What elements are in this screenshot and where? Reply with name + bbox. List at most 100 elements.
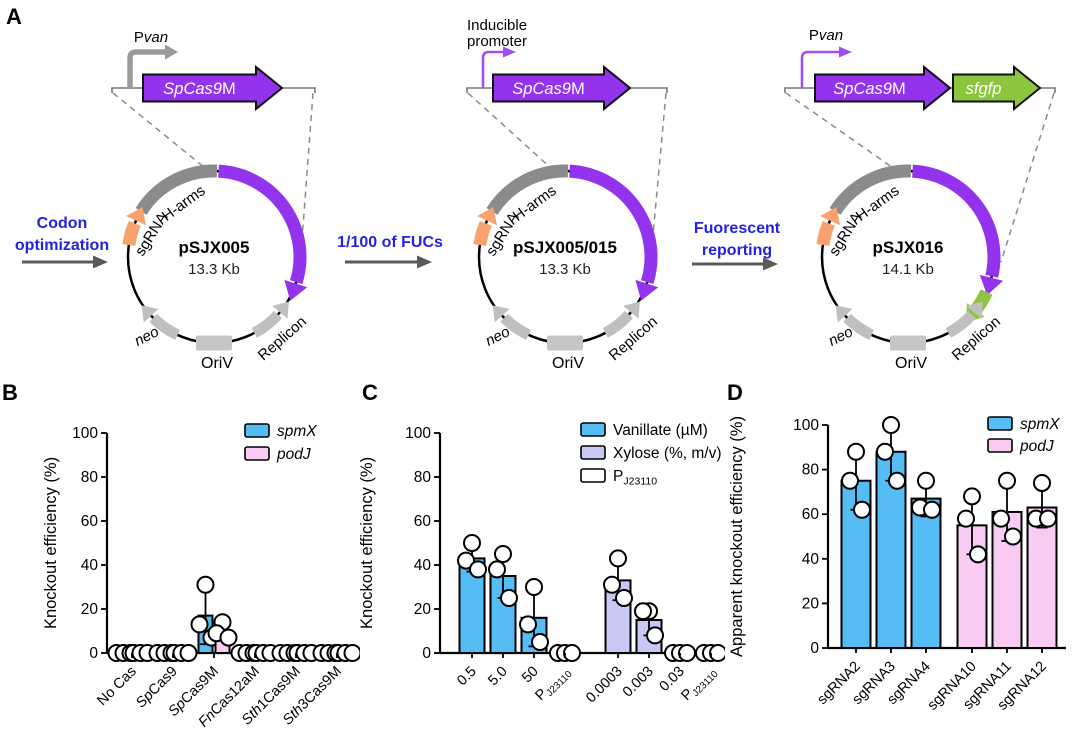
legend-swatch [244, 423, 270, 438]
data-point [179, 644, 198, 662]
bar-group: 0.5 [454, 534, 487, 690]
x-category-label: No Cas [94, 664, 140, 710]
transition-label: Fuorescent [694, 220, 781, 237]
data-point [190, 615, 209, 634]
neo-arrow [843, 313, 875, 340]
legend-label: Vanillate (µM) [613, 422, 708, 439]
y-tick-label: 0 [810, 640, 819, 657]
replicon-arrowhead-icon [272, 301, 289, 319]
legend-label: podJ [1019, 438, 1054, 455]
legend-swatch [580, 445, 606, 460]
y-tick-label: 100 [405, 425, 431, 442]
transition-label: optimization [15, 237, 109, 254]
transition-label: Codon [37, 215, 88, 232]
panel-c-inducer-dose-chart: 0 20 40 60 80 100 Knockout efficiency (%) 0.5 5.… [358, 422, 725, 707]
neo-arrow [500, 313, 532, 340]
legend: spmX podJ [244, 423, 317, 463]
data-point [196, 575, 215, 594]
y-tick-label: 0 [89, 645, 98, 662]
transition-arrowhead-icon [763, 257, 778, 271]
plasmid-name: pSJX005 [179, 238, 250, 257]
data-point [847, 442, 865, 461]
transition-arrowhead-icon [417, 255, 432, 269]
promoter-label: Inducible [467, 17, 527, 34]
x-category-label: PJ23110 [532, 663, 575, 706]
data-point [634, 602, 652, 621]
x-category-label: 50 [519, 664, 542, 687]
cas9-arc-arrowhead-icon [284, 279, 308, 301]
data-point [494, 545, 512, 563]
promoter-bent-arrow [800, 50, 840, 88]
y-tick-label: 40 [414, 557, 432, 574]
sgrna-arrow [473, 220, 492, 247]
h-arms-arc [829, 164, 912, 216]
y-tick-label: 20 [81, 601, 99, 618]
sgrna-arrow [122, 220, 141, 247]
zoom-dash-line [467, 92, 554, 171]
data-point [992, 509, 1010, 528]
replicon-label: Replicon [255, 313, 310, 364]
y-tick-label: 100 [793, 417, 819, 434]
neo-arrowhead-icon [835, 305, 853, 323]
legend: Vanillate (µM) Xylose (%, m/v) PJ23110 [580, 422, 722, 488]
bar-group: 0.0003 [583, 549, 633, 707]
data-point [853, 500, 871, 519]
plasmid-size: 13.3 Kb [188, 261, 240, 278]
data-point [500, 589, 518, 607]
transition-label: 1/100 of FUCs [337, 234, 443, 251]
data-point [1033, 473, 1051, 492]
data-point [841, 471, 859, 490]
legend-swatch [244, 446, 270, 461]
x-category-label: 0.0003 [583, 664, 626, 707]
replicon-label: Replicon [949, 313, 1004, 364]
promoter-label: Pvan [809, 27, 843, 44]
data-point [969, 545, 987, 564]
transition-1: 1/100 of FUCs [337, 234, 443, 269]
bar [1026, 506, 1058, 650]
x-category-label: 0.003 [620, 664, 657, 701]
y-tick-label: 20 [414, 601, 432, 618]
replicon-arrow [945, 310, 976, 338]
gene-label: sfgfp [966, 80, 1002, 98]
legend-label: PJ23110 [613, 468, 657, 488]
x-category-label: 0.5 [454, 664, 480, 690]
replicon-arrow [602, 310, 633, 338]
data-point [1004, 527, 1022, 546]
x-category-label: 5.0 [485, 664, 511, 690]
y-tick-label: 100 [72, 425, 98, 442]
legend-swatch [987, 438, 1013, 453]
y-tick-label: 60 [802, 506, 820, 523]
oriv-label: OriV [201, 355, 233, 372]
data-point [343, 644, 360, 662]
gene-arrow [814, 64, 952, 112]
promoter-label: Pvan [134, 29, 168, 46]
plasmid-name: pSJX005/015 [513, 238, 617, 257]
cas9-arc-arrowhead-icon [635, 279, 659, 301]
panel-label-a: A [6, 4, 22, 29]
y-tick-label: 20 [802, 595, 820, 612]
neo-arrowhead-icon [141, 305, 159, 323]
panel-label-b: B [2, 380, 18, 405]
data-point [957, 509, 975, 528]
panel-b-knockout-efficiency-chart: 0 20 40 60 80 100 Knockout efficiency (%) No Ca… [42, 423, 360, 731]
bar-group: PJ23110 [532, 644, 581, 706]
y-tick-label: 60 [81, 513, 99, 530]
neo-arrowhead-icon [492, 305, 510, 323]
replicon-arrowhead-icon [966, 301, 983, 319]
bar [910, 497, 942, 649]
data-point [917, 471, 935, 490]
sgrna-arrowhead-icon [126, 207, 147, 226]
gene-arrow [142, 64, 284, 112]
sgrna-arrowhead-icon [477, 207, 498, 226]
zoom-dash-line [652, 92, 667, 236]
gene-arrow [492, 64, 632, 112]
h-arms-arc [486, 164, 569, 216]
transition-2: Fuorescent reporting [692, 220, 781, 271]
axes: 0 20 40 60 80 100 Knockout efficiency (%) [358, 425, 717, 662]
replicon-arrowhead-icon [623, 301, 640, 319]
data-point [998, 471, 1016, 490]
legend-swatch [580, 422, 606, 437]
